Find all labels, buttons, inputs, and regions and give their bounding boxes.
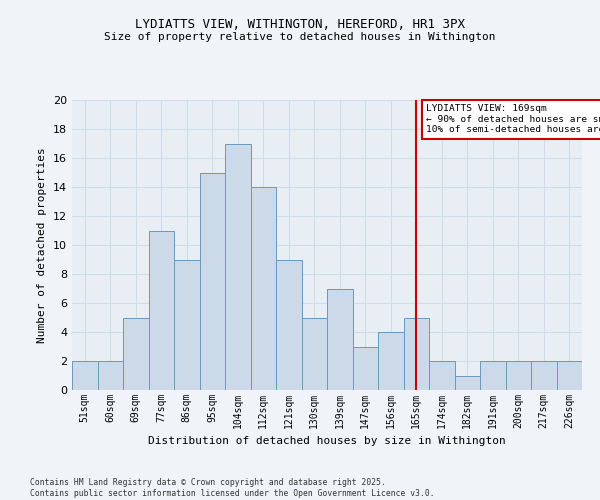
- Text: Size of property relative to detached houses in Withington: Size of property relative to detached ho…: [104, 32, 496, 42]
- Text: Contains HM Land Registry data © Crown copyright and database right 2025.
Contai: Contains HM Land Registry data © Crown c…: [30, 478, 434, 498]
- Bar: [557, 361, 582, 390]
- Text: LYDIATTS VIEW, WITHINGTON, HEREFORD, HR1 3PX: LYDIATTS VIEW, WITHINGTON, HEREFORD, HR1…: [135, 18, 465, 30]
- Bar: [199, 172, 225, 390]
- Y-axis label: Number of detached properties: Number of detached properties: [37, 147, 47, 343]
- Bar: [480, 361, 505, 390]
- Bar: [276, 260, 302, 390]
- Bar: [531, 361, 557, 390]
- Bar: [505, 361, 531, 390]
- Bar: [327, 288, 353, 390]
- X-axis label: Distribution of detached houses by size in Withington: Distribution of detached houses by size …: [148, 436, 506, 446]
- Bar: [251, 187, 276, 390]
- Bar: [302, 318, 327, 390]
- Bar: [225, 144, 251, 390]
- Bar: [174, 260, 199, 390]
- Bar: [353, 346, 378, 390]
- Bar: [455, 376, 480, 390]
- Bar: [378, 332, 404, 390]
- Bar: [72, 361, 97, 390]
- Bar: [149, 230, 174, 390]
- Bar: [404, 318, 429, 390]
- Bar: [123, 318, 149, 390]
- Bar: [97, 361, 123, 390]
- Bar: [429, 361, 455, 390]
- Text: LYDIATTS VIEW: 169sqm
← 90% of detached houses are smaller (104)
10% of semi-det: LYDIATTS VIEW: 169sqm ← 90% of detached …: [427, 104, 600, 134]
